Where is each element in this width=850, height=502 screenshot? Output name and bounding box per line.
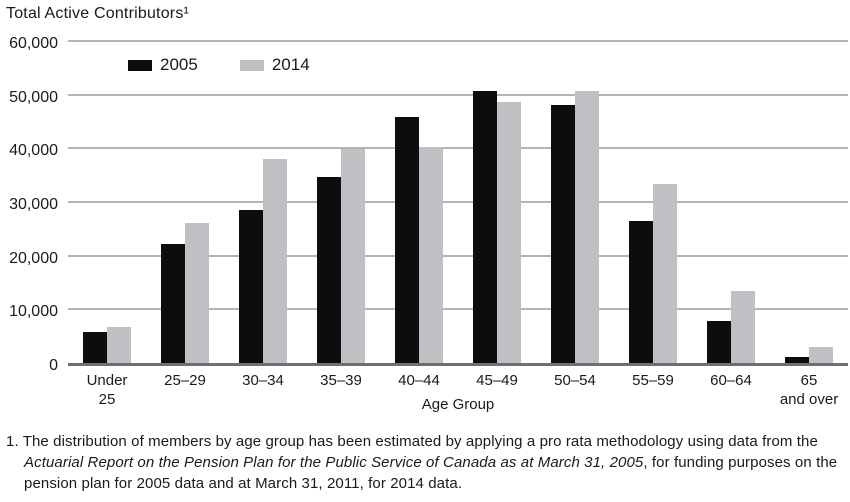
bar-2014 (341, 149, 365, 363)
gridline-10000 (68, 308, 848, 311)
bar-group-40–44 (380, 44, 458, 363)
footnote-text-italic: Actuarial Report on the Pension Plan for… (24, 454, 644, 471)
bar-group-55–59 (614, 44, 692, 363)
bar-2014 (731, 291, 755, 363)
y-tick-label: 30,000 (9, 196, 58, 213)
legend-swatch-2005 (128, 59, 152, 71)
legend-label-2014: 2014 (271, 55, 310, 74)
gridline-40000 (68, 147, 848, 150)
bar-2014 (497, 102, 521, 363)
gridline-60000 (68, 40, 848, 42)
x-tick-label: 30–34 (242, 372, 284, 389)
bar-2014 (419, 147, 443, 363)
legend-label-2005: 2005 (160, 55, 198, 74)
bar-2005 (473, 91, 497, 363)
bar-group-50–54 (536, 44, 614, 363)
legend-swatch-2014 (239, 59, 264, 71)
chart-title: Total Active Contributors¹ (6, 5, 190, 22)
footnote-text-regular: 1. The distribution of members by age gr… (6, 433, 818, 450)
x-axis-tick-labels: Under 25 25–29 30–34 35–39 40–44 45–49 50–54 55… (68, 371, 848, 409)
bar-group-under-25 (68, 44, 146, 363)
y-tick-label: 20,000 (9, 249, 58, 267)
y-tick-label: 40,000 (9, 142, 58, 160)
bar-2014 (809, 347, 833, 363)
bar-2005 (395, 117, 419, 363)
bar-group-30–34 (224, 44, 302, 363)
bar-2014 (263, 159, 287, 363)
bar-2005 (551, 105, 575, 363)
bar-2014 (653, 184, 677, 363)
x-tick-label: 35–39 (320, 372, 362, 389)
bar-group-60–64 (692, 44, 770, 363)
bar-group-35–39 (302, 44, 380, 363)
x-tick-label: 40–44 (398, 372, 440, 389)
x-tick-label: 45–49 (476, 372, 518, 389)
bar-group-45–49 (458, 44, 536, 363)
bar-2014 (107, 327, 131, 363)
y-axis: 0 10,000 20,000 30,000 40,000 50,000 60,000 (0, 35, 58, 374)
gridline-50000 (68, 93, 848, 96)
bar-2005 (239, 210, 263, 363)
bar-2005 (707, 321, 731, 363)
y-tick-label: 0 (49, 357, 58, 374)
gridline-20000 (68, 254, 848, 257)
bar-group-65-and-over (770, 44, 848, 363)
bar-2005 (629, 221, 653, 363)
x-axis-title: Age Group (421, 396, 495, 413)
y-tick-label: 60,000 (9, 35, 58, 52)
x-tick-label: 50–54 (554, 372, 596, 389)
x-tick-label: 65 and over (779, 372, 839, 408)
bar-2005 (785, 357, 809, 363)
x-tick-label: 25–29 (164, 372, 206, 389)
bar-2005 (161, 244, 185, 363)
footnote-text-regular: , for funding purposes on the pension pl… (24, 454, 838, 492)
plot-area: 2005 2014 (68, 40, 848, 366)
footnote: 1. The distribution of members by age gr… (6, 431, 846, 494)
bar-2005 (83, 332, 107, 363)
x-tick-label: 60–64 (710, 372, 752, 389)
bar-groups (68, 44, 848, 363)
y-tick-label: 10,000 (9, 303, 58, 321)
legend: 2005 2014 (128, 55, 352, 75)
x-tick-label: Under 25 (86, 372, 128, 408)
bar-2005 (317, 177, 341, 363)
legend-item-2014: 2014 (239, 55, 310, 75)
x-tick-label: 55–59 (632, 372, 674, 389)
legend-item-2005: 2005 (128, 55, 198, 75)
bar-group-25–29 (146, 44, 224, 363)
y-tick-label: 50,000 (9, 88, 58, 106)
gridline-30000 (68, 201, 848, 203)
bar-2014 (185, 223, 209, 363)
bar-2014 (575, 91, 599, 363)
